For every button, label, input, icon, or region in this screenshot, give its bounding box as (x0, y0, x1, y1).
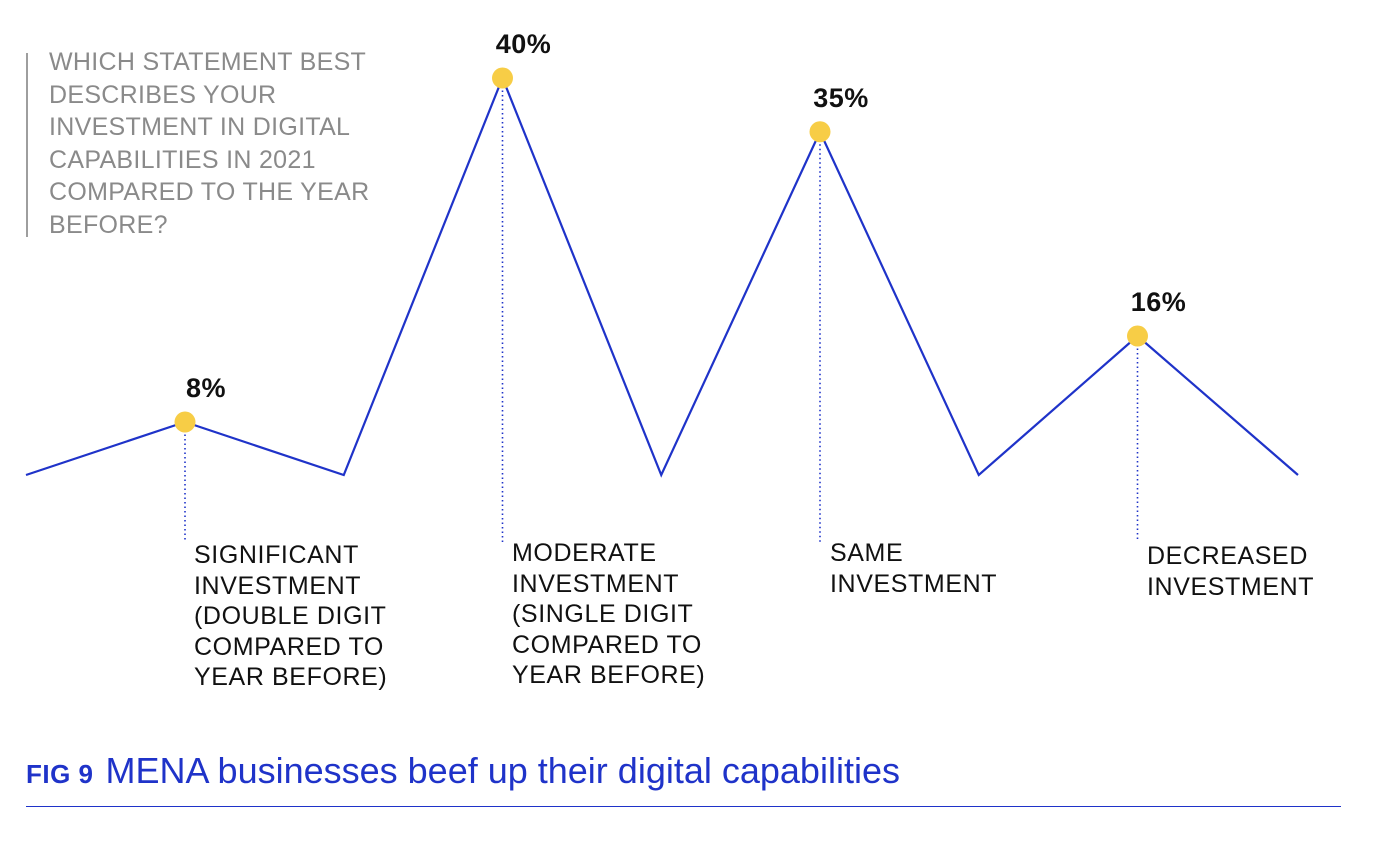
data-label: 40% (496, 29, 552, 59)
data-point (174, 411, 196, 433)
category-label-decreased: DECREASED INVESTMENT (1147, 542, 1315, 601)
category-label-significant: SIGNIFICANT INVESTMENT (DOUBLE DIGIT COM… (194, 541, 388, 691)
figure-caption: FIG 9 MENA businesses beef up their digit… (26, 750, 900, 792)
question-accent-bar (26, 53, 28, 237)
figure-title: MENA businesses beef up their digital ca… (105, 750, 900, 791)
footer-divider (26, 806, 1341, 807)
data-label: 16% (1131, 287, 1187, 317)
category-label-moderate: MODERATE INVESTMENT (SINGLE DIGIT COMPAR… (512, 539, 706, 689)
figure-number: FIG 9 (26, 759, 94, 789)
data-point (1127, 325, 1148, 347)
data-point (492, 67, 513, 89)
category-label-same: SAME INVESTMENT (830, 539, 998, 598)
data-label: 8% (186, 373, 226, 403)
data-label: 35% (813, 83, 869, 113)
survey-question: WHICH STATEMENT BEST DESCRIBES YOUR INVE… (49, 48, 370, 239)
data-point (809, 121, 831, 143)
series-line (25, 75, 1299, 478)
